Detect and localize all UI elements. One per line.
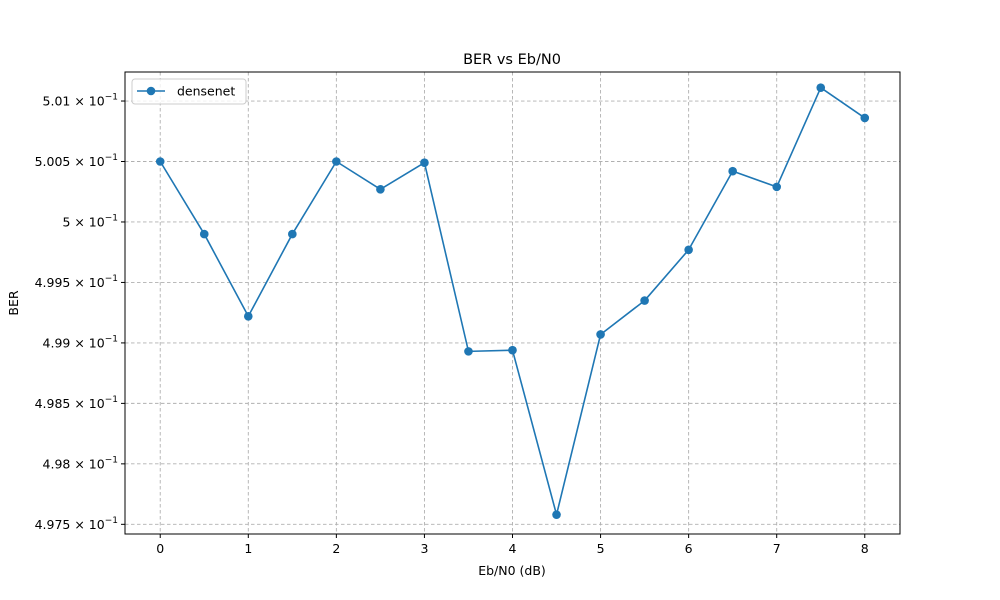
- x-tick-label: 4: [509, 541, 517, 556]
- y-tick-label: 4.98 × 10−1: [43, 455, 118, 471]
- y-axis-label: BER: [6, 290, 21, 315]
- data-point: [772, 182, 782, 192]
- x-axis: 0 1 2 3 4 5 6 7 8: [156, 534, 869, 556]
- legend-label: densenet: [177, 84, 235, 99]
- y-tick-label: 5.01 × 10−1: [43, 93, 118, 109]
- series-layer: [155, 83, 870, 519]
- legend: densenet: [131, 78, 247, 105]
- data-point: [640, 296, 649, 305]
- x-tick-label: 5: [597, 541, 605, 556]
- y-tick-label: 4.995 × 10−1: [35, 274, 118, 290]
- data-point: [816, 83, 826, 93]
- legend-box: [131, 78, 247, 105]
- data-point: [243, 312, 253, 321]
- y-tick-label: 5 × 10−1: [62, 213, 118, 229]
- data-point: [288, 229, 297, 239]
- grid: [125, 72, 900, 534]
- data-point: [508, 345, 517, 355]
- data-point: [684, 245, 693, 255]
- y-axis: 4.975 × 10−1 4.98 × 10−1 4.985 × 10−1 4.99 …: [35, 93, 125, 532]
- legend-marker: [146, 86, 156, 96]
- x-tick-label: 1: [244, 541, 252, 556]
- x-axis-label: Eb/N0 (dB): [478, 563, 546, 578]
- x-tick-label: 7: [773, 541, 781, 556]
- y-tick-label: 4.975 × 10−1: [35, 516, 118, 532]
- x-tick-label: 3: [420, 541, 428, 556]
- data-point: [332, 157, 341, 166]
- data-point: [596, 330, 605, 339]
- data-point: [155, 157, 165, 166]
- x-tick-label: 2: [332, 541, 340, 556]
- data-point: [376, 185, 385, 194]
- chart-title: BER vs Eb/N0: [463, 52, 561, 68]
- data-point: [464, 347, 473, 356]
- data-point: [420, 158, 429, 168]
- y-tick-label: 5.005 × 10−1: [35, 153, 118, 169]
- data-point: [728, 166, 737, 176]
- data-point: [199, 229, 209, 239]
- x-tick-label: 8: [861, 541, 869, 556]
- x-tick-label: 0: [156, 541, 164, 556]
- y-tick-label: 4.985 × 10−1: [35, 395, 118, 411]
- x-tick-label: 6: [685, 541, 693, 556]
- data-point: [552, 510, 561, 519]
- data-point: [860, 113, 870, 123]
- y-tick-label: 4.99 × 10−1: [43, 334, 118, 350]
